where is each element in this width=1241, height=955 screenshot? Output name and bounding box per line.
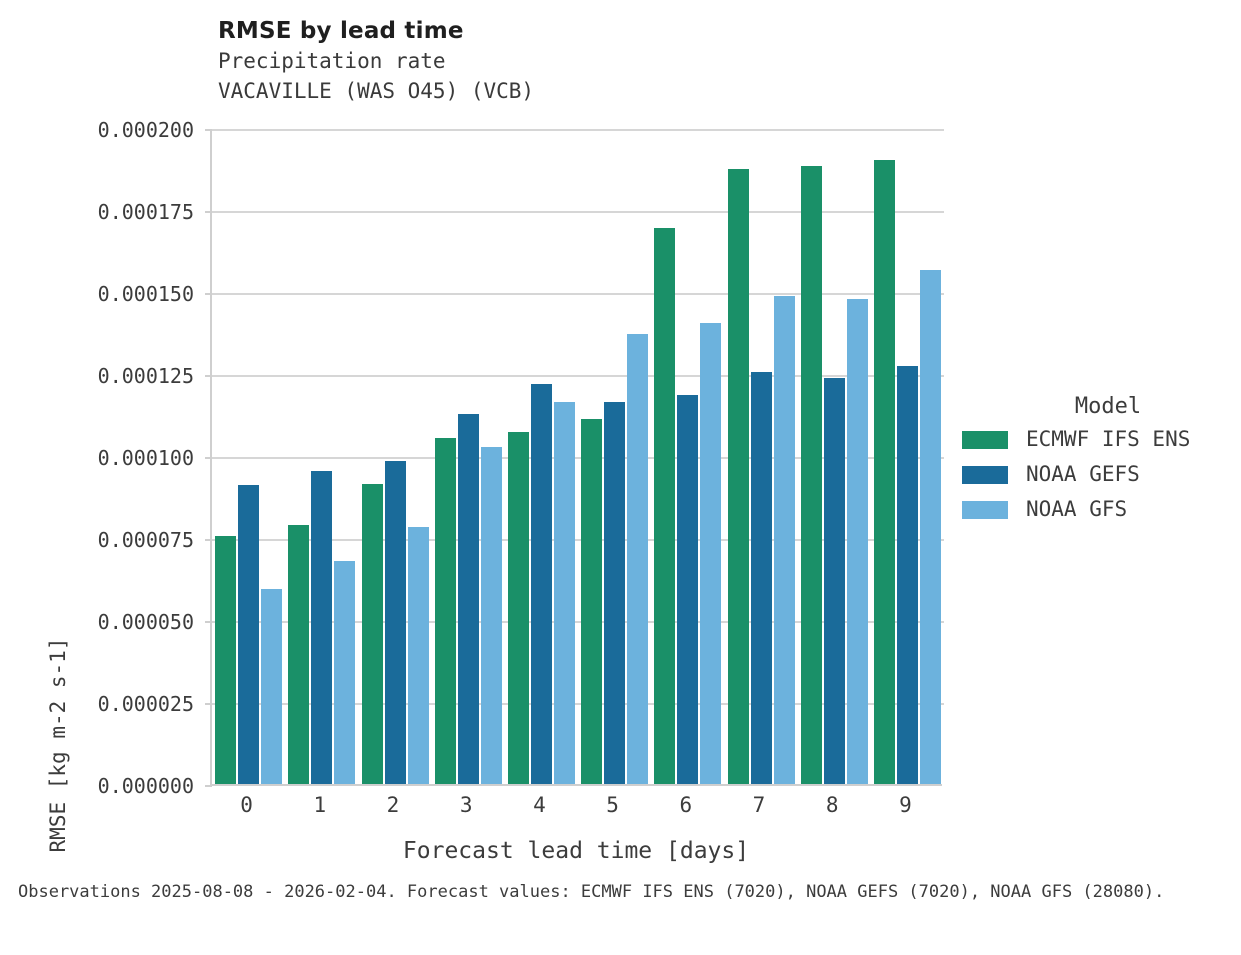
gridline bbox=[212, 129, 944, 131]
legend-item[interactable]: NOAA GFS bbox=[962, 492, 1232, 527]
gridline bbox=[212, 621, 944, 623]
y-axis-ticklabel: 0.000000 bbox=[97, 774, 194, 798]
y-axis-ticklabel: 0.000075 bbox=[97, 528, 194, 552]
gridline bbox=[212, 703, 944, 705]
chart-figure: RMSE by lead time Precipitation rate VAC… bbox=[18, 16, 1232, 902]
bar[interactable] bbox=[604, 402, 626, 784]
bar[interactable] bbox=[581, 418, 603, 784]
bar[interactable] bbox=[334, 561, 356, 784]
y-axis-tick bbox=[205, 129, 212, 131]
legend-item-label: ECMWF IFS ENS bbox=[1026, 427, 1191, 451]
bar[interactable] bbox=[215, 536, 237, 784]
legend-swatch-icon bbox=[962, 465, 1008, 484]
bar-group bbox=[361, 130, 429, 784]
legend-item-label: NOAA GFS bbox=[1026, 497, 1128, 521]
legend-swatch-icon bbox=[962, 430, 1008, 449]
legend-item[interactable]: ECMWF IFS ENS bbox=[962, 422, 1232, 457]
bar[interactable] bbox=[434, 437, 456, 784]
gridline bbox=[212, 375, 944, 377]
plot-area bbox=[205, 129, 944, 787]
y-axis-ticklabel: 0.000125 bbox=[97, 364, 194, 388]
gridline bbox=[212, 457, 944, 459]
y-axis-tick bbox=[205, 785, 212, 787]
chart-subtitle-variable: Precipitation rate bbox=[218, 49, 446, 73]
bar-group bbox=[654, 130, 722, 784]
bar[interactable] bbox=[919, 270, 941, 784]
bar-group bbox=[727, 130, 795, 784]
bar[interactable] bbox=[261, 588, 283, 784]
bar[interactable] bbox=[800, 166, 822, 784]
y-axis-tick bbox=[205, 621, 212, 623]
title-block: RMSE by lead time Precipitation rate VAC… bbox=[218, 16, 918, 106]
x-axis-ticklabel: 7 bbox=[752, 793, 766, 817]
y-axis-tick bbox=[205, 211, 212, 213]
bar-group bbox=[873, 130, 941, 784]
bar-group bbox=[288, 130, 356, 784]
x-axis-title: Forecast lead time [days] bbox=[402, 838, 750, 864]
bar[interactable] bbox=[654, 228, 676, 784]
y-axis-ticklabel: 0.000050 bbox=[97, 610, 194, 634]
bar[interactable] bbox=[507, 432, 529, 784]
bar[interactable] bbox=[773, 295, 795, 784]
bar-group bbox=[434, 130, 502, 784]
figure-caption: Observations 2025-08-08 - 2026-02-04. Fo… bbox=[18, 882, 1165, 902]
bar[interactable] bbox=[553, 402, 575, 784]
bar[interactable] bbox=[700, 322, 722, 784]
gridline bbox=[212, 539, 944, 541]
bar[interactable] bbox=[846, 298, 868, 784]
x-axis-ticklabel: 9 bbox=[899, 793, 912, 817]
x-axis-ticklabel: 4 bbox=[533, 793, 546, 817]
bar[interactable] bbox=[361, 484, 383, 784]
legend-item-label: NOAA GEFS bbox=[1026, 462, 1140, 486]
bar[interactable] bbox=[750, 372, 772, 784]
bar[interactable] bbox=[896, 365, 918, 784]
y-axis-ticklabel: 0.000025 bbox=[97, 692, 194, 716]
bar[interactable] bbox=[457, 414, 479, 784]
gridline bbox=[212, 293, 944, 295]
legend-title: Model bbox=[1074, 394, 1142, 419]
gridline bbox=[212, 211, 944, 213]
bar[interactable] bbox=[823, 377, 845, 784]
x-axis-ticklabel: 8 bbox=[825, 793, 839, 817]
page-title: RMSE by lead time bbox=[218, 18, 464, 44]
bar[interactable] bbox=[384, 460, 406, 784]
y-axis-tick bbox=[205, 457, 212, 459]
x-axis-ticklabel: 2 bbox=[386, 793, 400, 817]
y-axis-ticklabel: 0.000100 bbox=[97, 446, 194, 470]
bar[interactable] bbox=[627, 333, 649, 784]
x-axis-ticklabel: 5 bbox=[606, 793, 619, 817]
y-axis-ticklabel: 0.000175 bbox=[97, 200, 194, 224]
y-axis-tick bbox=[205, 293, 212, 295]
legend-swatch-icon bbox=[962, 500, 1008, 519]
y-axis-ticklabel: 0.000200 bbox=[97, 118, 194, 142]
bar[interactable] bbox=[530, 383, 552, 784]
bar[interactable] bbox=[238, 484, 260, 784]
y-axis-ticklabel: 0.000150 bbox=[97, 282, 194, 306]
legend: Model ECMWF IFS ENS NOAA GEFS NOAA GFS bbox=[962, 392, 1232, 527]
y-axis-tick bbox=[205, 703, 212, 705]
bar[interactable] bbox=[480, 447, 502, 784]
bar[interactable] bbox=[873, 159, 895, 784]
bar[interactable] bbox=[727, 169, 749, 784]
legend-rows: ECMWF IFS ENS NOAA GEFS NOAA GFS bbox=[962, 422, 1232, 527]
bar-group bbox=[581, 130, 649, 784]
bar-group bbox=[800, 130, 868, 784]
bar-group bbox=[215, 130, 283, 784]
x-axis-ticklabels: 0 1 2 3 4 5 6 7 8 9 bbox=[210, 793, 942, 823]
bar-group bbox=[507, 130, 575, 784]
x-axis-ticklabel: 6 bbox=[679, 793, 693, 817]
bar[interactable] bbox=[288, 525, 310, 784]
y-axis-tick bbox=[205, 539, 212, 541]
y-axis-tick bbox=[205, 375, 212, 377]
x-axis-ticklabel: 1 bbox=[313, 793, 327, 817]
bar[interactable] bbox=[677, 395, 699, 784]
bar[interactable] bbox=[311, 471, 333, 784]
bar[interactable] bbox=[407, 526, 429, 784]
x-axis-ticklabel: 0 bbox=[240, 793, 253, 817]
chart-subtitle-station: VACAVILLE (WAS O45) (VCB) bbox=[218, 79, 535, 103]
legend-item[interactable]: NOAA GEFS bbox=[962, 457, 1232, 492]
x-axis-ticklabel: 3 bbox=[459, 793, 473, 817]
